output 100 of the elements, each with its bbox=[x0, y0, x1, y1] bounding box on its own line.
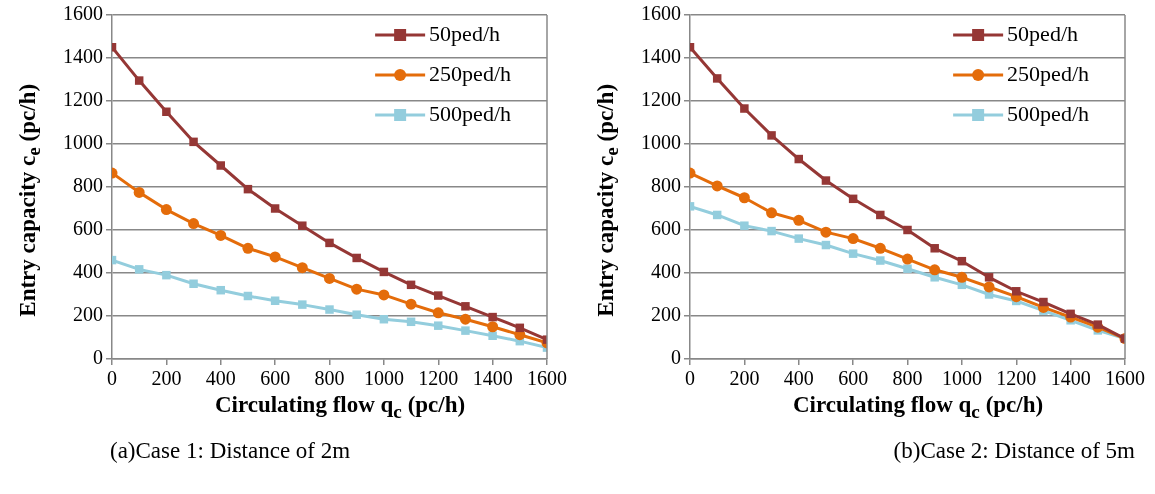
point bbox=[488, 312, 497, 322]
point bbox=[461, 302, 470, 311]
point bbox=[432, 307, 444, 319]
point bbox=[325, 238, 334, 248]
point bbox=[1093, 320, 1103, 329]
point bbox=[160, 204, 172, 216]
point bbox=[242, 242, 254, 254]
x-tick-label: 800 bbox=[314, 367, 345, 390]
legend-label: 50ped/h bbox=[429, 20, 501, 46]
x-tick-label: 200 bbox=[729, 367, 760, 390]
x-tick-label: 400 bbox=[783, 367, 814, 390]
y-tick-label: 800 bbox=[651, 174, 681, 197]
legend-label: 250ped/h bbox=[1007, 60, 1090, 86]
x-tick-label: 1400 bbox=[472, 367, 513, 390]
point bbox=[956, 271, 968, 283]
point bbox=[903, 264, 912, 273]
point bbox=[378, 289, 390, 301]
y-tick-label: 0 bbox=[93, 346, 103, 369]
x-axis-title: Circulating flow q$_{c}$ (pc/h) bbox=[213, 392, 467, 423]
point bbox=[269, 251, 281, 263]
point bbox=[351, 283, 363, 295]
x-tick-label: 200 bbox=[151, 367, 182, 390]
y-tick-label: 1000 bbox=[63, 131, 103, 154]
point bbox=[134, 76, 144, 85]
point bbox=[902, 253, 913, 265]
point bbox=[461, 326, 470, 335]
y-tick-label: 1200 bbox=[63, 88, 103, 111]
point bbox=[1066, 309, 1075, 319]
y-tick-label: 1400 bbox=[641, 45, 681, 68]
x-tick-label: 1600 bbox=[527, 367, 567, 390]
point bbox=[459, 313, 471, 325]
point bbox=[296, 262, 308, 274]
x-tick-label: 600 bbox=[838, 367, 869, 390]
point bbox=[270, 296, 280, 305]
x-tick-label: 1400 bbox=[1050, 367, 1091, 390]
y-tick-label: 0 bbox=[671, 346, 681, 369]
point bbox=[134, 265, 144, 274]
y-tick-label: 1000 bbox=[641, 131, 681, 154]
y-tick-label: 800 bbox=[73, 174, 103, 197]
point bbox=[188, 218, 200, 230]
point bbox=[876, 256, 885, 265]
point bbox=[794, 234, 803, 243]
x-tick-label: 400 bbox=[205, 367, 236, 390]
y-tick-label: 1600 bbox=[641, 2, 681, 25]
point bbox=[434, 321, 443, 330]
point bbox=[325, 305, 334, 314]
y-tick-label: 1200 bbox=[641, 88, 681, 111]
x-tick-label: 1600 bbox=[1105, 367, 1145, 390]
point bbox=[216, 161, 225, 170]
x-tick-label: 0 bbox=[685, 367, 695, 390]
point bbox=[848, 249, 858, 258]
text: (b)Case 2: Distance of 5m bbox=[893, 438, 1135, 464]
point bbox=[298, 221, 307, 230]
point bbox=[793, 214, 805, 226]
point bbox=[983, 281, 995, 293]
x-tick-label: 1200 bbox=[996, 367, 1037, 390]
point bbox=[740, 221, 749, 230]
point bbox=[352, 310, 361, 319]
y-tick-label: 600 bbox=[651, 217, 681, 240]
point bbox=[767, 226, 776, 236]
x-tick-label: 800 bbox=[892, 367, 923, 390]
y-tick-label: 200 bbox=[651, 303, 681, 326]
x-tick-label: 1200 bbox=[418, 367, 459, 390]
point bbox=[352, 253, 361, 263]
legend-label: 250ped/h bbox=[429, 60, 512, 86]
x-axis-title: Circulating flow q$_{c}$ (pc/h) bbox=[791, 392, 1045, 423]
legend-label: 500ped/h bbox=[1007, 100, 1090, 126]
point bbox=[929, 264, 941, 276]
point bbox=[133, 186, 145, 198]
legend-label: 50ped/h bbox=[1007, 20, 1079, 46]
point bbox=[712, 74, 722, 83]
y-tick-label: 1600 bbox=[63, 2, 103, 25]
y-tick-label: 400 bbox=[73, 260, 103, 283]
x-tick-label: 1000 bbox=[941, 367, 982, 390]
x-tick-label: 600 bbox=[260, 367, 291, 390]
point bbox=[434, 291, 443, 300]
y-tick-label: 600 bbox=[73, 217, 103, 240]
point bbox=[162, 270, 171, 280]
point bbox=[711, 180, 723, 192]
legend-label: 500ped/h bbox=[429, 100, 512, 126]
point bbox=[903, 225, 912, 235]
point bbox=[162, 107, 171, 116]
y-tick-label: 200 bbox=[73, 303, 103, 326]
y-tick-label: 1400 bbox=[63, 45, 103, 68]
point bbox=[740, 104, 749, 113]
point bbox=[405, 298, 417, 310]
point bbox=[1039, 297, 1048, 307]
point bbox=[298, 300, 307, 309]
point bbox=[821, 176, 831, 185]
text: (a)Case 1: Distance of 2m bbox=[110, 438, 351, 464]
point bbox=[1012, 287, 1021, 296]
point bbox=[984, 273, 994, 282]
point bbox=[270, 204, 280, 213]
point bbox=[874, 242, 886, 254]
point bbox=[876, 210, 885, 220]
point bbox=[766, 207, 778, 219]
point bbox=[215, 229, 227, 241]
point bbox=[488, 331, 497, 341]
point bbox=[738, 192, 750, 204]
x-tick-label: 1000 bbox=[363, 367, 404, 390]
